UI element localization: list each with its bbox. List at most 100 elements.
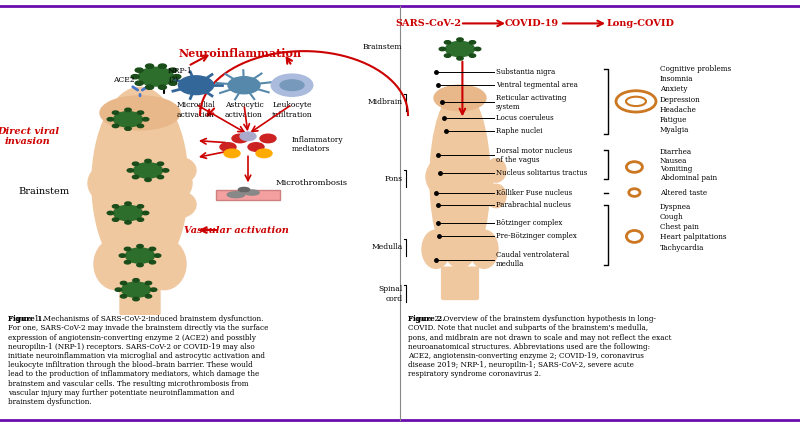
Circle shape — [248, 143, 264, 151]
Circle shape — [125, 127, 131, 130]
FancyBboxPatch shape — [442, 267, 478, 299]
Text: Pons: Pons — [384, 175, 402, 183]
Circle shape — [112, 111, 118, 114]
Circle shape — [150, 261, 156, 264]
Text: Figure 1. Mechanisms of SARS-CoV-2-induced brainstem dysfunction.
For one, SARS-: Figure 1. Mechanisms of SARS-CoV-2-induc… — [8, 315, 268, 406]
Circle shape — [146, 85, 154, 89]
Circle shape — [138, 204, 144, 208]
Circle shape — [119, 254, 126, 257]
Text: Diarrhea: Diarrhea — [660, 148, 692, 156]
Text: Leukocyte
infiltration: Leukocyte infiltration — [272, 101, 312, 118]
Circle shape — [154, 254, 161, 257]
Ellipse shape — [88, 153, 192, 213]
Text: Direct viral
invasion: Direct viral invasion — [0, 127, 59, 146]
Circle shape — [126, 248, 154, 263]
Circle shape — [271, 74, 313, 96]
Text: Pre-Bötzinger complex: Pre-Bötzinger complex — [496, 232, 577, 239]
Circle shape — [124, 261, 130, 264]
Circle shape — [228, 77, 260, 94]
Text: Microthrombosis: Microthrombosis — [276, 179, 348, 187]
Circle shape — [132, 162, 138, 165]
Text: Figure 2.: Figure 2. — [408, 315, 445, 323]
Circle shape — [145, 159, 151, 163]
Circle shape — [146, 64, 154, 68]
Circle shape — [114, 205, 142, 221]
PathPatch shape — [216, 190, 280, 200]
Circle shape — [457, 57, 463, 60]
Ellipse shape — [470, 230, 498, 268]
Circle shape — [138, 111, 144, 114]
Circle shape — [474, 47, 481, 51]
Text: Vascular activation: Vascular activation — [183, 225, 289, 235]
Text: Vomiting: Vomiting — [660, 165, 692, 173]
Text: Kölliker Fuse nucleus: Kölliker Fuse nucleus — [496, 189, 572, 196]
Ellipse shape — [280, 80, 304, 90]
Circle shape — [131, 75, 139, 79]
Circle shape — [439, 47, 446, 51]
Text: Reticular activating
system: Reticular activating system — [496, 94, 566, 111]
Text: Astrocytic
activation: Astrocytic activation — [225, 101, 263, 118]
Ellipse shape — [227, 192, 245, 198]
Text: ACE2: ACE2 — [113, 76, 135, 84]
Text: Chest pain: Chest pain — [660, 223, 699, 231]
Circle shape — [107, 211, 114, 215]
Circle shape — [146, 281, 152, 285]
Ellipse shape — [245, 190, 259, 195]
Text: Cough: Cough — [660, 213, 684, 221]
Circle shape — [457, 38, 463, 41]
Circle shape — [256, 149, 272, 158]
Circle shape — [142, 118, 149, 121]
Circle shape — [122, 282, 150, 297]
Text: Headache: Headache — [660, 106, 697, 114]
Circle shape — [135, 81, 143, 85]
Ellipse shape — [164, 158, 196, 183]
Circle shape — [470, 40, 476, 44]
Circle shape — [169, 68, 177, 72]
Text: NRP-1
(?): NRP-1 (?) — [168, 67, 193, 84]
Circle shape — [158, 85, 166, 89]
Circle shape — [173, 75, 181, 79]
Text: Nausea: Nausea — [660, 157, 687, 164]
Text: Anxiety: Anxiety — [660, 86, 687, 93]
Circle shape — [162, 169, 169, 172]
Circle shape — [114, 112, 142, 127]
Text: Insomnia: Insomnia — [660, 75, 694, 83]
Circle shape — [112, 124, 118, 128]
Circle shape — [260, 134, 276, 143]
Text: Parabrachial nucleus: Parabrachial nucleus — [496, 201, 571, 209]
Text: Raphe nuclei: Raphe nuclei — [496, 127, 542, 135]
Circle shape — [169, 81, 177, 85]
Circle shape — [125, 221, 131, 224]
Ellipse shape — [430, 89, 490, 268]
Text: Ventral tegmental area: Ventral tegmental area — [496, 81, 578, 89]
Text: COVID-19: COVID-19 — [505, 19, 559, 28]
Circle shape — [125, 202, 131, 205]
Ellipse shape — [486, 158, 506, 182]
Circle shape — [150, 288, 157, 291]
Circle shape — [137, 245, 143, 248]
Circle shape — [444, 40, 450, 44]
Text: Brainstem: Brainstem — [18, 187, 70, 196]
Circle shape — [142, 211, 149, 215]
Circle shape — [224, 149, 240, 158]
Ellipse shape — [142, 239, 186, 290]
Text: Long-COVID: Long-COVID — [606, 19, 674, 28]
Circle shape — [133, 297, 139, 301]
Text: Tachycardia: Tachycardia — [660, 244, 704, 251]
Circle shape — [158, 64, 166, 68]
Text: Fatigue: Fatigue — [660, 116, 687, 124]
Circle shape — [115, 288, 122, 291]
Ellipse shape — [94, 239, 138, 290]
FancyBboxPatch shape — [120, 273, 160, 315]
Circle shape — [138, 218, 144, 222]
Text: Neuroinflammation: Neuroinflammation — [178, 48, 302, 59]
Text: Substantia nigra: Substantia nigra — [496, 69, 555, 76]
Text: Dorsal motor nucleus
of the vagus: Dorsal motor nucleus of the vagus — [496, 147, 572, 164]
Text: Dyspnea: Dyspnea — [660, 203, 691, 210]
Circle shape — [150, 247, 156, 250]
Text: Heart palpitations: Heart palpitations — [660, 233, 726, 241]
Text: Depression: Depression — [660, 96, 701, 104]
Circle shape — [112, 218, 118, 222]
Circle shape — [107, 118, 114, 121]
Circle shape — [178, 76, 214, 95]
